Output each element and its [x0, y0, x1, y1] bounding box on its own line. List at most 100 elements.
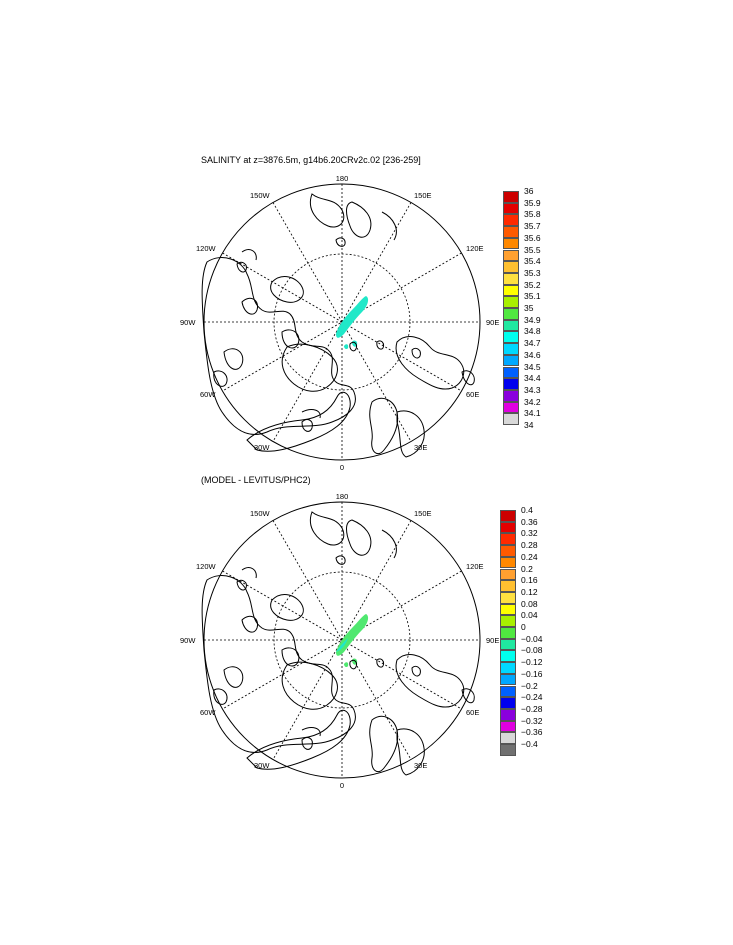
colorbar-label: 0.12 [521, 586, 538, 597]
colorbar-label: 34.6 [524, 349, 541, 360]
lon-label-90w: 90W [180, 636, 196, 645]
lon-label-90w: 90W [180, 318, 196, 327]
lon-label-120w: 120W [196, 562, 217, 571]
colorbar-label: 35.2 [524, 279, 541, 290]
lon-label-60w: 60W [200, 390, 216, 399]
panel2-map [201, 501, 481, 779]
salinity-patch-small [344, 344, 349, 350]
colorbar-swatch [500, 697, 516, 709]
colorbar-swatch [503, 214, 519, 227]
colorbar-label: −0.32 [521, 715, 543, 726]
lon-label-120e: 120E [466, 244, 484, 253]
colorbar-label: −0.24 [521, 692, 543, 703]
lon-label-120e: 120E [466, 562, 484, 571]
colorbar-label: −0.12 [521, 657, 543, 668]
colorbar-swatch [503, 226, 519, 238]
colorbar-swatch [500, 591, 516, 604]
colorbar-swatch [500, 580, 516, 592]
colorbar-swatch [503, 272, 519, 285]
diff-patch-small [344, 662, 349, 668]
panel1-map [201, 183, 481, 461]
lon-label-150w: 150W [250, 191, 271, 200]
colorbar-swatch [503, 319, 519, 332]
colorbar-label: 34 [524, 420, 534, 430]
lon-label-150w: 150W [250, 509, 271, 518]
colorbar-label: 34.2 [524, 396, 541, 407]
colorbar-label: 0 [521, 622, 526, 632]
colorbar-label: −0.04 [521, 633, 543, 644]
colorbar-label: −0.36 [521, 727, 543, 738]
colorbar-label: 34.4 [524, 373, 541, 384]
colorbar-label: 35.5 [524, 244, 541, 255]
lon-label-90e: 90E [486, 636, 499, 645]
colorbar-swatch [503, 401, 519, 414]
lon-label-30e: 30E [414, 761, 427, 770]
colorbar-swatch [500, 556, 516, 569]
lon-label-30e: 30E [414, 443, 427, 452]
colorbar-swatch [503, 331, 519, 344]
colorbar-label: 34.8 [524, 326, 541, 337]
lon-label-0: 0 [340, 781, 344, 790]
lon-label-30w: 30W [254, 443, 270, 452]
colorbar-label: 35.3 [524, 267, 541, 278]
colorbar-swatch [500, 650, 516, 663]
lon-label-150e: 150E [414, 191, 432, 200]
lon-label-30w: 30W [254, 761, 270, 770]
lon-label-0: 0 [340, 463, 344, 472]
colorbar-label: 34.5 [524, 361, 541, 372]
colorbar-swatch [500, 662, 516, 674]
colorbar-swatch [500, 708, 516, 721]
colorbar-label: 0.08 [521, 598, 538, 609]
colorbar-swatch [500, 673, 516, 686]
colorbar-label: 34.3 [524, 384, 541, 395]
colorbar-label: 35.6 [524, 232, 541, 243]
colorbar-label: 0.24 [521, 551, 538, 562]
colorbar-label: 35.1 [524, 291, 541, 302]
colorbar-swatch [503, 389, 519, 402]
colorbar-swatch [503, 296, 519, 308]
lon-label-90e: 90E [486, 318, 499, 327]
colorbar-label: −0.28 [521, 703, 543, 714]
colorbar-swatch [500, 685, 516, 698]
colorbar-label: 0.36 [521, 516, 538, 527]
colorbar-label: −0.16 [521, 668, 543, 679]
colorbar-swatch [503, 237, 519, 250]
colorbar-swatch [500, 545, 516, 557]
colorbar-label: −0.08 [521, 645, 543, 656]
colorbar-swatch [500, 533, 516, 546]
colorbar-label: 0.16 [521, 575, 538, 586]
colorbar-swatch [503, 261, 519, 273]
colorbar-swatch [500, 638, 516, 651]
colorbar-label: 34.9 [524, 314, 541, 325]
colorbar-swatch [503, 191, 519, 203]
colorbar-label: 34.7 [524, 338, 541, 349]
colorbar-swatch [500, 627, 516, 639]
lon-label-150e: 150E [414, 509, 432, 518]
colorbar-label: 34.1 [524, 408, 541, 419]
diff-patch-0 [336, 638, 348, 652]
lon-label-60e: 60E [466, 390, 479, 399]
colorbar-swatch [503, 343, 519, 355]
lon-label-60e: 60E [466, 708, 479, 717]
panel1-title: SALINITY at z=3876.5m, g14b6.20CRv2c.02 … [201, 155, 421, 165]
panel2-title: (MODEL - LEVITUS/PHC2) [201, 475, 311, 485]
colorbar-swatch [503, 308, 519, 320]
colorbar-swatch [500, 510, 516, 522]
lon-label-120w: 120W [196, 244, 217, 253]
colorbar-swatch [500, 603, 516, 616]
colorbar-label: 35 [524, 303, 534, 313]
colorbar-label: −0.4 [521, 739, 538, 749]
colorbar-label: 35.8 [524, 209, 541, 220]
colorbar-label: 35.9 [524, 197, 541, 208]
colorbar-swatch [503, 202, 519, 215]
colorbar-swatch [503, 284, 519, 297]
salinity-patch-34.9 [336, 296, 369, 338]
diff-patch-0.04 [336, 614, 369, 656]
colorbar-swatch [500, 744, 516, 756]
colorbar-label: 0.04 [521, 610, 538, 621]
colorbar-swatch [503, 366, 519, 379]
lon-label-60w: 60W [200, 708, 216, 717]
colorbar-label: 0.2 [521, 563, 533, 574]
colorbar-swatch [503, 249, 519, 262]
